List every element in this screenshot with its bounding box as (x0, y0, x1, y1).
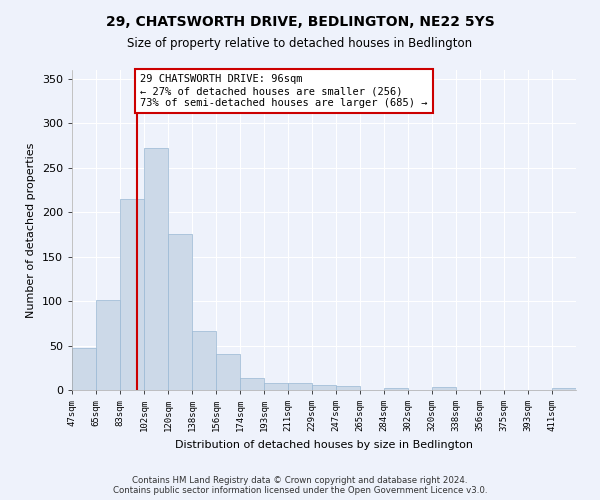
Bar (336, 386, 360, 390)
Text: 29 CHATSWORTH DRIVE: 96sqm
← 27% of detached houses are smaller (256)
73% of sem: 29 CHATSWORTH DRIVE: 96sqm ← 27% of deta… (140, 74, 427, 108)
Text: 29, CHATSWORTH DRIVE, BEDLINGTON, NE22 5YS: 29, CHATSWORTH DRIVE, BEDLINGTON, NE22 5… (106, 15, 494, 29)
Bar (72, 348, 96, 390)
Y-axis label: Number of detached properties: Number of detached properties (26, 142, 36, 318)
Bar (264, 383, 288, 390)
Bar (144, 148, 168, 390)
Bar (552, 388, 576, 390)
Text: Contains HM Land Registry data © Crown copyright and database right 2024.
Contai: Contains HM Land Registry data © Crown c… (113, 476, 487, 495)
Bar (192, 332, 216, 390)
Bar (216, 354, 240, 390)
Bar (96, 300, 120, 390)
Bar (120, 199, 144, 390)
Bar (384, 388, 408, 390)
Bar (432, 388, 456, 390)
Bar (288, 383, 312, 390)
X-axis label: Distribution of detached houses by size in Bedlington: Distribution of detached houses by size … (175, 440, 473, 450)
Bar (312, 384, 336, 390)
Bar (168, 234, 192, 390)
Text: Size of property relative to detached houses in Bedlington: Size of property relative to detached ho… (127, 38, 473, 51)
Bar (240, 378, 264, 390)
